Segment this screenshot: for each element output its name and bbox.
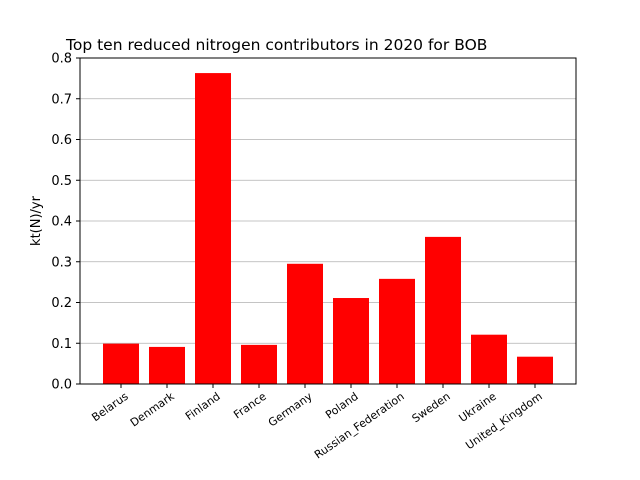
bar-germany [287,263,323,384]
x-tick-label: France [231,390,269,422]
bar-sweden [425,236,461,384]
gridlines [80,98,576,344]
y-tick-label: 0.1 [51,337,72,352]
x-tick-label: Poland [323,390,361,422]
bar-united-kingdom [517,356,553,384]
bar-poland [333,298,369,384]
x-tick-label: Finland [183,390,223,423]
x-tick-label: United_Kingdom [463,390,544,452]
bar-russian-federation [379,278,415,384]
y-axis-label: kt(N)/yr [29,195,44,246]
y-tick-label: 0.5 [51,174,72,189]
y-tick-label: 0.4 [51,215,72,230]
y-tick-label: 0.8 [51,52,72,67]
x-tick-label: Germany [266,390,315,430]
bar-france [241,344,277,384]
bar-belarus [103,343,139,384]
x-tick-label: Belarus [89,390,131,425]
bar-finland [195,73,231,384]
y-tick-label: 0.0 [51,378,72,393]
chart-title: Top ten reduced nitrogen contributors in… [65,36,487,54]
y-tick-label: 0.6 [51,133,72,148]
x-tick-label: Denmark [128,389,177,429]
y-tick-label: 0.3 [51,255,72,270]
y-axis: 0.0 0.1 0.2 0.3 0.4 0.5 0.6 0.7 0.8 [51,52,80,393]
y-tick-label: 0.7 [51,92,72,107]
x-tick-label: Ukraine [456,390,498,425]
bar-denmark [149,346,185,384]
bar-ukraine [471,334,507,384]
x-tick-label: Sweden [410,390,453,426]
bars [103,73,553,384]
y-tick-label: 0.2 [51,296,72,311]
